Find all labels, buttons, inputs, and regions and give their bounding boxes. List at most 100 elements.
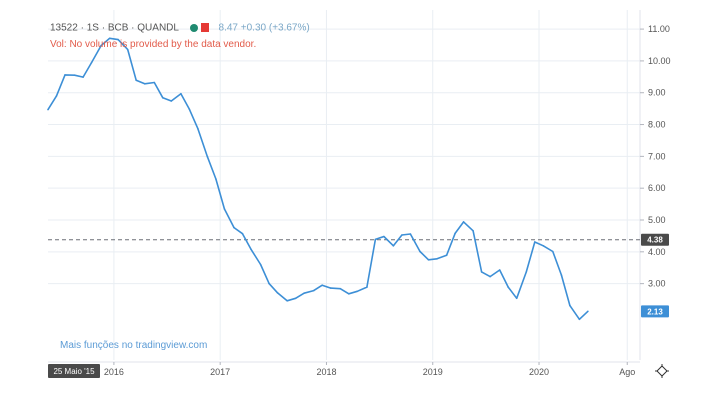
- data-point: [108, 37, 111, 40]
- data-point: [294, 297, 297, 300]
- series-layer: [47, 37, 589, 321]
- crosshair-date-tag: 25 Maio '15: [48, 364, 100, 378]
- last-price-tag: 2.13: [641, 305, 669, 318]
- series-legend[interactable]: 13522 · 1S · BCB · QUANDL 8.47 +0.30 (+3…: [50, 22, 310, 34]
- data-point: [126, 48, 129, 51]
- data-point: [480, 271, 483, 273]
- data-point: [233, 226, 235, 229]
- y-tick-label: 4.00: [648, 247, 666, 257]
- data-point: [348, 293, 350, 295]
- flag-icon[interactable]: [200, 23, 209, 32]
- data-point: [383, 235, 385, 238]
- data-point: [542, 245, 545, 247]
- crosshair-price-label: 4.38: [647, 236, 663, 245]
- volume-warning: Vol: No volume is provided by the data v…: [50, 39, 257, 50]
- data-point: [329, 287, 332, 289]
- data-point: [366, 286, 368, 288]
- data-point: [507, 286, 510, 288]
- data-point: [268, 282, 270, 285]
- legend-interval: 1S: [86, 22, 99, 34]
- x-tick-label: 2016: [104, 367, 124, 377]
- data-point: [143, 83, 146, 85]
- data-point: [445, 254, 448, 257]
- legend-flags[interactable]: [189, 22, 210, 34]
- grid: [48, 10, 640, 360]
- data-point: [117, 38, 119, 41]
- data-point: [73, 74, 76, 76]
- data-point: [419, 250, 421, 253]
- data-point: [250, 248, 252, 251]
- data-point: [241, 232, 244, 235]
- y-tick-label: 8.00: [648, 120, 666, 130]
- y-tick-label: 9.00: [648, 88, 666, 98]
- data-point: [47, 108, 49, 111]
- legend-last-value: 8.47: [218, 22, 238, 34]
- data-point: [223, 208, 226, 210]
- x-tick-label: Ago: [619, 367, 635, 377]
- data-point: [427, 259, 430, 261]
- y-tick-label: 5.00: [648, 215, 666, 225]
- y-tick-label: 10.00: [648, 56, 671, 66]
- data-point: [82, 76, 84, 78]
- x-tick-label: 2017: [210, 367, 230, 377]
- data-point: [303, 292, 305, 295]
- data-point: [525, 271, 528, 273]
- y-tick-label: 6.00: [648, 183, 666, 193]
- price-axis[interactable]: 3.00 4.00 5.00 6.00 7.00 8.00 9.00 10.00 11.00: [640, 24, 671, 289]
- legend-symbol: 13522: [50, 22, 78, 34]
- data-point: [489, 275, 491, 278]
- last-price-label: 2.13: [647, 307, 663, 316]
- data-point: [374, 238, 377, 241]
- y-tick-label: 3.00: [648, 279, 666, 289]
- data-point: [569, 304, 571, 307]
- data-point: [560, 274, 563, 276]
- crosshair-price-tag: 4.38: [641, 233, 669, 246]
- tradingview-link[interactable]: Mais funções no tradingview.com: [60, 340, 208, 351]
- data-point: [409, 233, 412, 235]
- series-line-13522: [47, 37, 589, 321]
- visibility-eye-icon[interactable]: [189, 24, 198, 32]
- legend-change: +0.30 (+3.67%): [240, 22, 310, 34]
- data-point: [454, 232, 456, 235]
- data-point: [286, 300, 288, 302]
- data-point: [64, 74, 66, 76]
- data-point: [339, 287, 342, 290]
- data-point: [188, 108, 191, 111]
- data-point: [552, 250, 554, 253]
- data-point: [392, 245, 395, 247]
- data-point: [515, 297, 518, 300]
- data-point: [170, 100, 173, 102]
- legend-provider: QUANDL: [137, 22, 179, 34]
- data-point: [162, 97, 164, 99]
- y-tick-label: 11.00: [648, 24, 670, 34]
- data-point: [578, 318, 581, 321]
- data-point: [436, 258, 438, 260]
- x-tick-label: 2019: [423, 367, 443, 377]
- data-point: [356, 290, 359, 293]
- x-tick-label: 2018: [316, 367, 336, 377]
- crosshair-date-label: 25 Maio '15: [53, 367, 95, 376]
- data-point: [462, 221, 465, 223]
- data-point: [259, 263, 262, 266]
- data-point: [321, 284, 324, 287]
- data-point: [215, 178, 217, 180]
- data-point: [587, 310, 589, 313]
- data-point: [153, 81, 156, 84]
- data-point: [180, 92, 182, 95]
- data-point: [401, 234, 403, 236]
- x-tick-label: 2020: [529, 367, 549, 377]
- data-point: [276, 292, 279, 294]
- legend-source: BCB: [107, 22, 129, 34]
- data-point: [206, 155, 209, 158]
- data-point: [197, 127, 199, 130]
- y-tick-label: 7.00: [648, 151, 666, 161]
- data-point: [498, 269, 501, 271]
- data-point: [55, 95, 58, 97]
- data-point: [312, 289, 315, 292]
- time-axis[interactable]: 2016 2017 2018 2019 2020 Ago: [104, 362, 635, 377]
- goto-date-icon[interactable]: [655, 364, 669, 378]
- data-point: [90, 61, 93, 64]
- data-point: [472, 230, 474, 232]
